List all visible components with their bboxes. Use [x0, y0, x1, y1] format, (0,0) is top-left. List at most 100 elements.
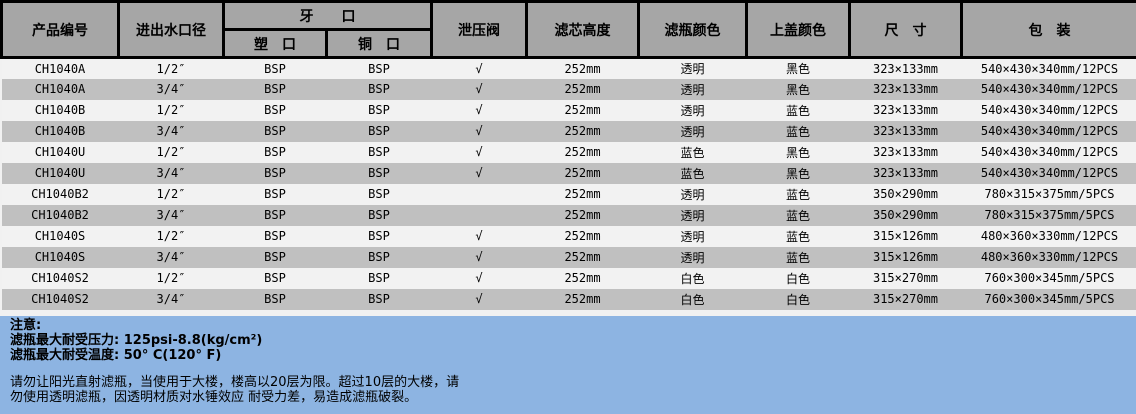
- cell-plastic: BSP: [264, 145, 286, 159]
- spec-table-body: CH1040A 1/2″ BSP BSP √ 252mm 透明 黑色 323×133mm 540×…: [1, 57, 1136, 310]
- cell-bottle: 透明: [680, 103, 705, 118]
- cell-relief: [432, 184, 527, 205]
- cell-brass: BSP: [368, 208, 390, 222]
- cell-product: CH1040U: [34, 166, 86, 180]
- notes-warning-line-1: 请勿让阳光直射滤瓶，当使用于大楼，楼高以20层为限。超过10层的大楼，请: [10, 374, 460, 390]
- cell-plastic: BSP: [264, 124, 286, 138]
- cell-plastic: BSP: [264, 166, 286, 180]
- cell-size: 3/4″: [156, 82, 186, 96]
- cell-product: CH1040S: [34, 229, 86, 243]
- cell-height: 252mm: [564, 208, 601, 222]
- notes-spacer: [10, 363, 1126, 375]
- notes-title: 注意:: [10, 317, 42, 333]
- table-row: CH1040U 1/2″ BSP BSP √ 252mm 蓝色 黑色 323×133mm 540×…: [1, 141, 1136, 163]
- cell-cap: 蓝色: [785, 208, 810, 223]
- cell-product: CH1040S2: [31, 292, 89, 306]
- cell-cap: 蓝色: [785, 250, 810, 265]
- cell-pack: 480×360×330mm/12PCS: [980, 229, 1119, 243]
- cell-size: 3/4″: [156, 124, 186, 138]
- table-row: CH1040A 1/2″ BSP BSP √ 252mm 透明 黑色 323×133mm 540×…: [1, 57, 1136, 79]
- cell-brass: BSP: [368, 166, 390, 180]
- cell-pack: 480×360×330mm/12PCS: [980, 250, 1119, 264]
- cell-product: CH1040B2: [31, 187, 89, 201]
- cell-bottle: 透明: [680, 229, 705, 244]
- cell-bottle: 蓝色: [680, 145, 705, 160]
- cell-relief: √: [475, 166, 483, 180]
- cell-plastic: BSP: [264, 61, 286, 76]
- cell-height: 252mm: [564, 124, 601, 138]
- cell-product: CH1040B2: [31, 208, 89, 222]
- cell-cap: 黑色: [785, 82, 810, 97]
- cell-relief: √: [475, 124, 483, 138]
- col-header-thread-plastic: 塑 口: [222, 28, 328, 59]
- cell-cap: 黑色: [785, 166, 810, 181]
- cell-pack: 540×430×340mm/12PCS: [980, 124, 1119, 138]
- cell-bottle: 蓝色: [680, 166, 705, 181]
- cell-brass: BSP: [368, 187, 390, 201]
- cell-product: CH1040S: [34, 250, 86, 264]
- cell-height: 252mm: [564, 229, 601, 243]
- cell-product: CH1040U: [34, 145, 86, 159]
- cell-pack: 760×300×345mm/5PCS: [984, 271, 1115, 285]
- cell-dims: 350×290mm: [872, 208, 939, 222]
- cell-height: 252mm: [564, 103, 601, 117]
- cell-height: 252mm: [564, 61, 601, 76]
- cell-brass: BSP: [368, 145, 390, 159]
- col-header-dimensions: 尺 寸: [848, 0, 963, 59]
- cell-product: CH1040A: [34, 82, 86, 96]
- cell-height: 252mm: [564, 82, 601, 96]
- cell-relief: √: [475, 103, 483, 117]
- cell-height: 252mm: [564, 292, 601, 306]
- cell-pack: 760×300×345mm/5PCS: [984, 292, 1115, 306]
- cell-brass: BSP: [368, 82, 390, 96]
- cell-product: CH1040S2: [31, 271, 89, 285]
- cell-brass: BSP: [368, 271, 390, 285]
- spec-table: 产品编号 进出水口径 牙 口 泄压阀 滤芯高度 滤瓶颜色 上盖颜色 尺 寸 包 …: [0, 0, 1136, 310]
- col-header-bottle-color: 滤瓶颜色: [637, 0, 748, 59]
- cell-relief: √: [475, 61, 483, 76]
- cell-bottle: 透明: [680, 82, 705, 97]
- cell-dims: 315×126mm: [872, 250, 939, 264]
- cell-dims: 350×290mm: [872, 187, 939, 201]
- col-header-cartridge-height: 滤芯高度: [525, 0, 640, 59]
- cell-plastic: BSP: [264, 292, 286, 306]
- notes-warning-line-2: 勿使用透明滤瓶，因透明材质对水锤效应 耐受力差，易造成滤瓶破裂。: [10, 389, 418, 405]
- table-row: CH1040B 3/4″ BSP BSP √ 252mm 透明 蓝色 323×133mm 540×…: [1, 120, 1136, 142]
- table-row: CH1040S2 3/4″ BSP BSP √ 252mm 白色 白色 315×270mm 760…: [1, 288, 1136, 310]
- cell-size: 3/4″: [156, 166, 186, 180]
- table-row: CH1040U 3/4″ BSP BSP √ 252mm 蓝色 黑色 323×133mm 540×…: [1, 162, 1136, 184]
- cell-cap: 蓝色: [785, 124, 810, 139]
- cell-plastic: BSP: [264, 82, 286, 96]
- cell-cap: 白色: [785, 292, 810, 307]
- cell-brass: BSP: [368, 229, 390, 243]
- cell-plastic: BSP: [264, 250, 286, 264]
- col-header-thread-brass: 铜 口: [325, 28, 433, 59]
- cell-brass: BSP: [368, 103, 390, 117]
- cell-size: 1/2″: [156, 187, 186, 201]
- col-header-product: 产品编号: [0, 0, 120, 59]
- cell-height: 252mm: [564, 166, 601, 180]
- cell-size: 1/2″: [156, 271, 186, 285]
- cell-bottle: 透明: [680, 208, 705, 223]
- cell-brass: BSP: [368, 61, 390, 76]
- cell-size: 1/2″: [156, 145, 186, 159]
- cell-brass: BSP: [368, 292, 390, 306]
- cell-bottle: 白色: [680, 271, 705, 286]
- cell-cap: 黑色: [785, 62, 810, 77]
- cell-bottle: 透明: [680, 62, 705, 77]
- table-row: CH1040S 1/2″ BSP BSP √ 252mm 透明 蓝色 315×126mm 480×…: [1, 225, 1136, 247]
- cell-dims: 323×133mm: [872, 145, 939, 159]
- cell-bottle: 白色: [680, 292, 705, 307]
- cell-relief: √: [475, 271, 483, 285]
- table-row: CH1040B 1/2″ BSP BSP √ 252mm 透明 蓝色 323×133mm 540×…: [1, 99, 1136, 121]
- cell-relief: [432, 205, 527, 226]
- cell-relief: √: [475, 82, 483, 96]
- cell-plastic: BSP: [264, 271, 286, 285]
- cell-height: 252mm: [564, 250, 601, 264]
- table-row: CH1040S2 1/2″ BSP BSP √ 252mm 白色 白色 315×270mm 760…: [1, 267, 1136, 289]
- notes-section: 注意: 滤瓶最大耐受压力: 125psi-8.8(kg/cm²) 滤瓶最大耐受温…: [0, 315, 1136, 414]
- cell-relief: √: [475, 250, 483, 264]
- cell-pack: 540×430×340mm/12PCS: [980, 145, 1119, 159]
- cell-cap: 蓝色: [785, 187, 810, 202]
- cell-pack: 540×430×340mm/12PCS: [980, 103, 1119, 117]
